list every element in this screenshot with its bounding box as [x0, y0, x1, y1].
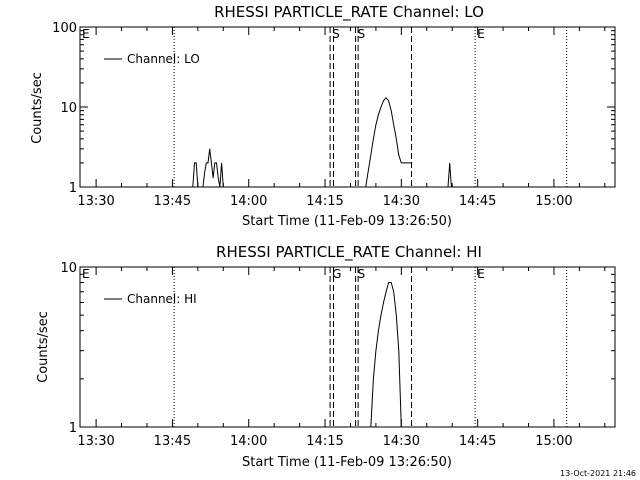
y-axis-label: Counts/sec [36, 311, 51, 383]
event-marker-label: S [358, 267, 366, 281]
y-tick-label: 10 [60, 261, 77, 276]
x-tick-label: 14:00 [230, 194, 267, 209]
x-axis-label: Start Time (11-Feb-09 13:26:50) [242, 455, 452, 470]
event-marker-label: E [82, 27, 90, 41]
event-marker-label: E [477, 27, 485, 41]
series-line [192, 162, 199, 188]
series-line [202, 148, 224, 188]
x-tick-label: 14:45 [459, 434, 496, 449]
legend-label: Channel: LO [127, 52, 200, 66]
event-marker-label: S [358, 27, 366, 41]
event-marker-label: G [332, 267, 341, 281]
x-tick-label: 14:30 [383, 194, 420, 209]
event-marker-label: E [82, 267, 90, 281]
plot-frame [79, 26, 616, 188]
x-tick-label: 15:00 [535, 194, 572, 209]
lo-channel-panel: RHESSI PARTICLE_RATE Channel: LO Counts/… [30, 3, 616, 229]
x-tick-label: 13:30 [77, 434, 114, 449]
timestamp-footer: 13-Oct-2021 21:46 [560, 469, 636, 478]
chart-title: RHESSI PARTICLE_RATE Channel: LO [214, 3, 484, 22]
event-marker-label: E [477, 267, 485, 281]
event-marker-label: S [332, 27, 340, 41]
x-tick-label: 14:00 [230, 434, 267, 449]
legend-label: Channel: HI [127, 292, 197, 306]
series-line [365, 97, 412, 188]
y-tick-label: 1 [69, 421, 77, 436]
series-line [370, 282, 402, 428]
x-tick-label: 14:15 [306, 194, 343, 209]
series-line [447, 162, 452, 188]
x-tick-label: 14:15 [306, 434, 343, 449]
chart-title: RHESSI PARTICLE_RATE Channel: HI [216, 243, 482, 262]
y-axis-label: Counts/sec [30, 72, 45, 144]
hi-channel-panel: RHESSI PARTICLE_RATE Channel: HI Counts/… [36, 243, 616, 470]
x-tick-label: 13:30 [77, 194, 114, 209]
x-tick-label: 14:30 [383, 434, 420, 449]
x-tick-label: 13:45 [154, 194, 191, 209]
x-tick-label: 15:00 [535, 434, 572, 449]
x-tick-label: 14:45 [459, 194, 496, 209]
y-tick-label: 100 [52, 21, 77, 36]
x-axis-label: Start Time (11-Feb-09 13:26:50) [242, 214, 452, 229]
y-tick-label: 10 [60, 101, 77, 116]
x-tick-label: 13:45 [154, 434, 191, 449]
plot-frame [79, 266, 616, 428]
y-tick-label: 1 [69, 181, 77, 196]
